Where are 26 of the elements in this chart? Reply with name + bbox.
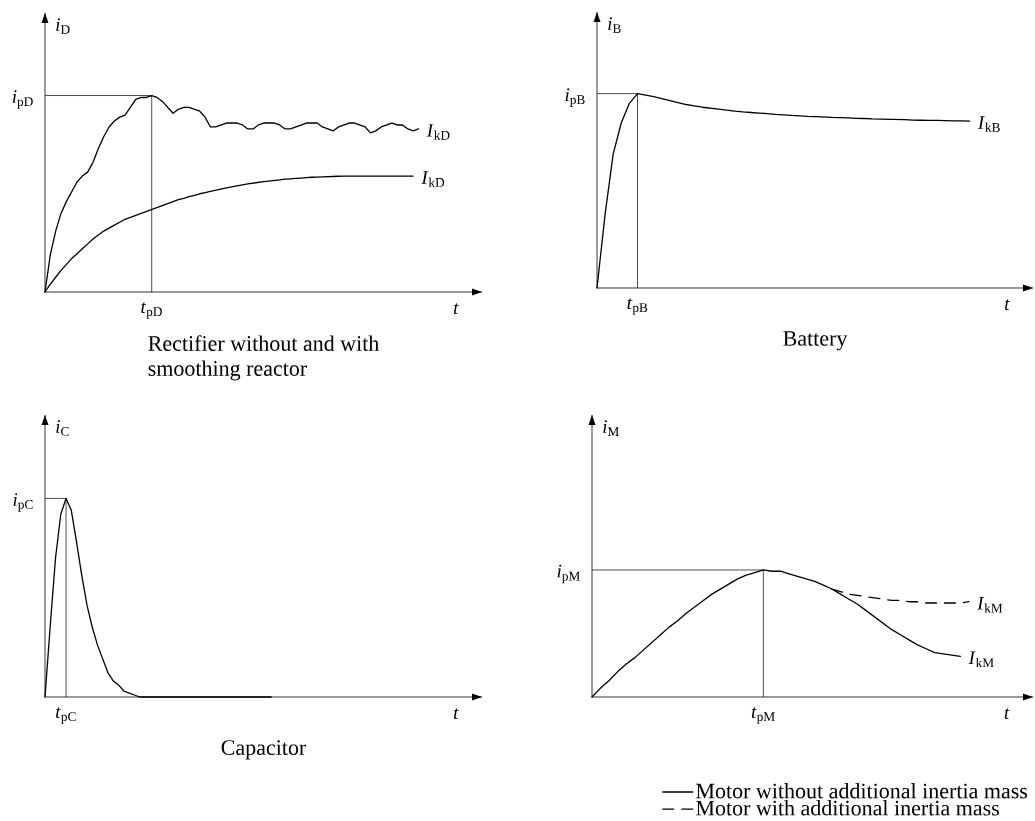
ref-line-label: i$_{pC}$: [13, 493, 33, 512]
y-axis-title: i$_{C}$: [56, 420, 69, 436]
annotation: I$_{kM}$: [968, 651, 994, 668]
text: Rectifier without and with smoothing reactor: [148, 335, 380, 381]
text: Battery: [783, 331, 848, 351]
text: t$_{pM}$: [751, 707, 775, 724]
text: t$_{pC}$: [56, 707, 76, 724]
y-axis-title: i$_{D}$: [56, 18, 70, 34]
y-axis-title: i$_{B}$: [608, 17, 621, 33]
text: t$_{pB}$: [627, 298, 648, 315]
ref-line-label: i$_{pD}$: [12, 90, 33, 109]
x-axis-title: t: [1005, 299, 1010, 311]
text: I$_{kM}$: [977, 596, 1003, 613]
text: t$_{pD}$: [141, 302, 162, 319]
series-label: I$_{kD}$: [421, 171, 445, 187]
legend-label: Motor without additional inertia mass: [696, 782, 1028, 799]
legend-label: Motor with additional inertia mass: [696, 800, 999, 816]
x-axis-title: t: [453, 708, 459, 720]
ref-line-label: i$_{pM}$: [557, 564, 580, 584]
series-label: I$_{kB}$: [977, 116, 1000, 132]
x-axis-title: t: [1004, 708, 1010, 720]
x-axis-title: t: [453, 303, 459, 315]
y-axis-title: i$_{M}$: [603, 420, 619, 436]
ref-line-label: i$_{pB}$: [565, 88, 585, 107]
text: Capacitor: [221, 740, 307, 760]
series-label: I$_{kD}$: [426, 124, 450, 140]
